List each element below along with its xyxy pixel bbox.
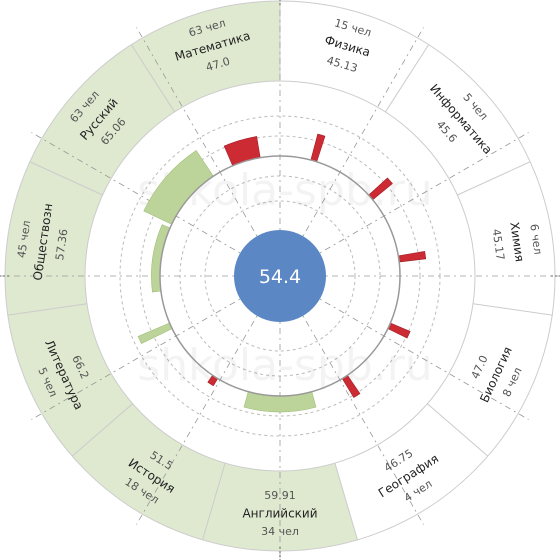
grid-circle bbox=[139, 135, 421, 417]
sector-count: 34 чел bbox=[261, 525, 299, 538]
sector-count: 45 чел bbox=[15, 220, 33, 259]
radial-guide bbox=[31, 132, 241, 254]
sector-score: 45.17 bbox=[490, 228, 507, 261]
sector-divider bbox=[29, 161, 103, 196]
sector-count: 6 чел bbox=[527, 223, 544, 255]
radial-guide bbox=[31, 298, 241, 420]
sector-divider bbox=[385, 44, 430, 113]
watermark-text: shkola-spb.ru bbox=[137, 340, 432, 391]
radial-guide bbox=[319, 298, 529, 420]
sector-divider bbox=[427, 403, 489, 457]
sector-name: Английский bbox=[242, 507, 317, 521]
sector-score: 59.91 bbox=[264, 489, 296, 502]
sector-divider bbox=[130, 44, 175, 113]
sector-score: 57.36 bbox=[53, 228, 70, 261]
center-circle bbox=[234, 230, 326, 322]
sector-score: 45.13 bbox=[325, 54, 359, 75]
score-bar bbox=[310, 133, 326, 163]
grid-circle bbox=[204, 200, 356, 352]
sector-divider bbox=[202, 462, 226, 541]
sector-highlight bbox=[29, 44, 175, 195]
sector-divider bbox=[472, 303, 553, 316]
radial-guide bbox=[319, 132, 529, 254]
radial-guide bbox=[302, 27, 424, 237]
sector-highlight bbox=[72, 403, 226, 540]
center-value: 54.4 bbox=[259, 266, 301, 288]
score-bar bbox=[387, 322, 411, 339]
baseline-circle bbox=[159, 155, 401, 397]
sector-highlight bbox=[7, 303, 133, 457]
sector-highlight bbox=[4, 161, 103, 316]
radial-guide bbox=[136, 315, 258, 525]
sector-divider bbox=[334, 462, 358, 541]
sector-divider bbox=[457, 161, 531, 196]
sector-divider bbox=[71, 403, 133, 457]
sector-divider bbox=[7, 303, 88, 316]
radial-guide bbox=[136, 27, 258, 237]
score-bar bbox=[397, 251, 427, 263]
sector-name: Химия bbox=[507, 221, 527, 263]
radial-guide bbox=[302, 315, 424, 525]
